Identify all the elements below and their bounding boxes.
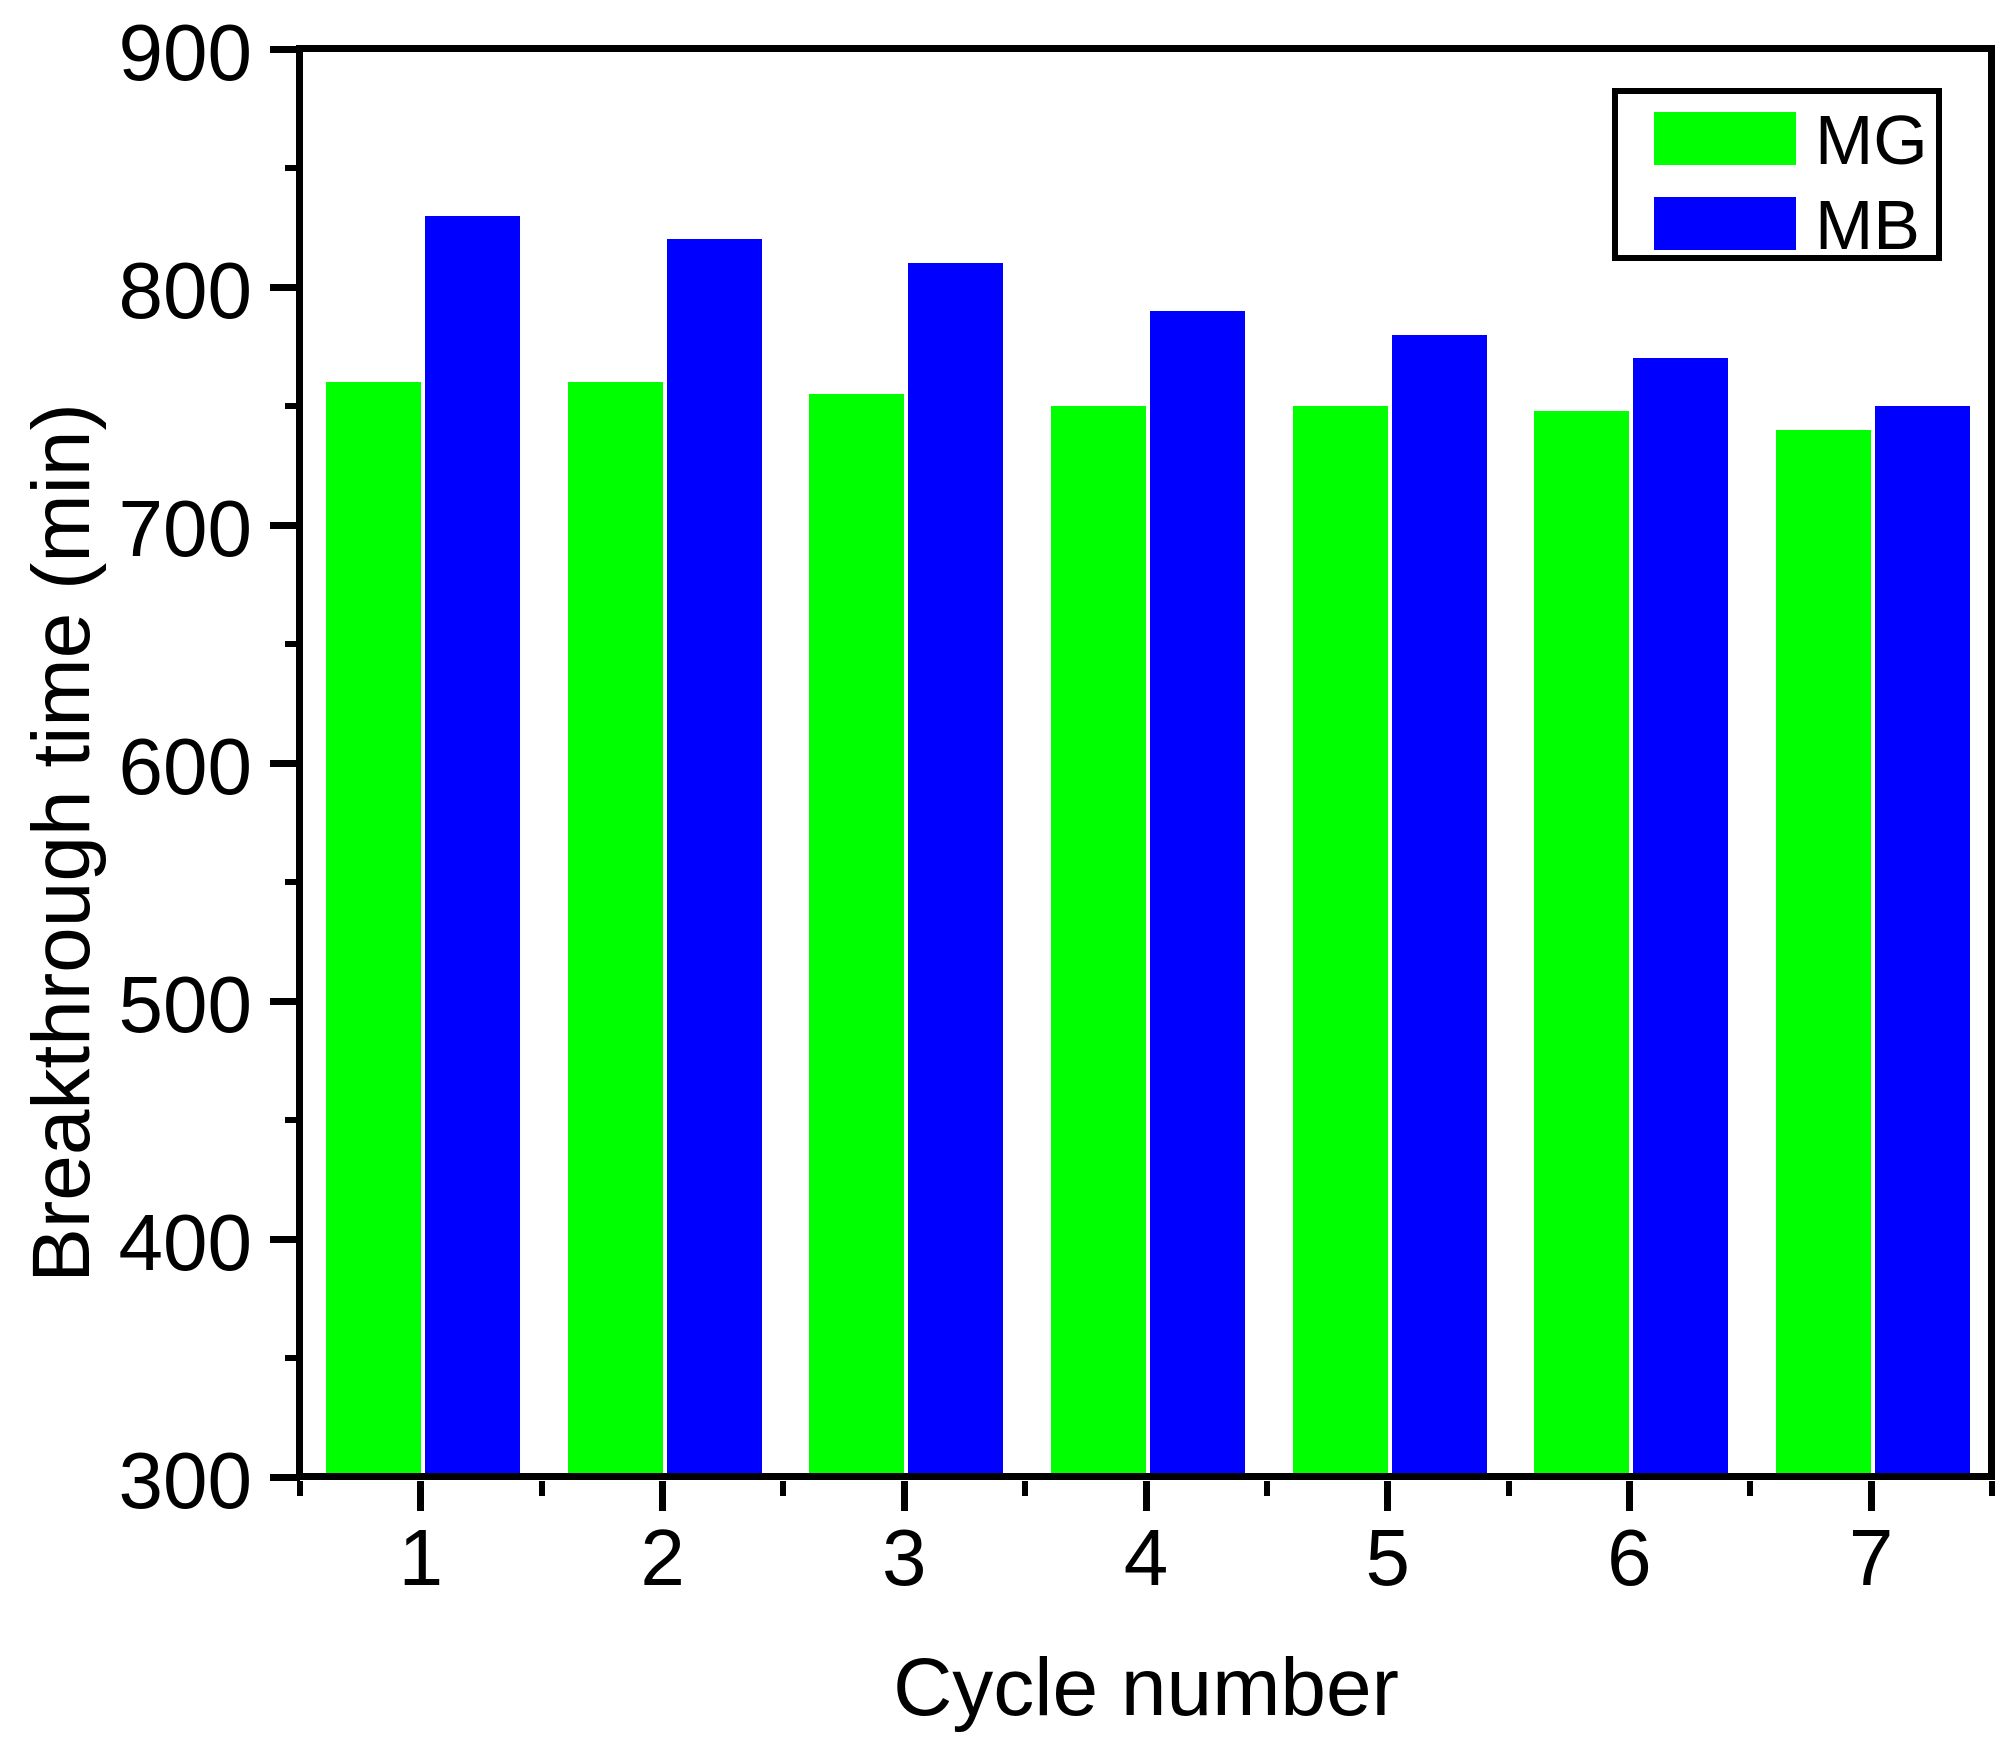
bar-mb-4: [1150, 310, 1245, 1480]
x-tick-label-3: 3: [882, 1513, 927, 1602]
legend-label-mg: MG: [1815, 101, 1928, 179]
y-minor-tick-450: [285, 1117, 300, 1123]
y-minor-tick-850: [285, 165, 300, 171]
bar-mg-2: [567, 382, 663, 1480]
y-major-tick-300: [270, 1473, 300, 1481]
y-major-tick-700: [270, 521, 300, 529]
bar-mg-7: [1776, 429, 1872, 1480]
y-tick-label-900: 900: [118, 8, 252, 97]
bar-mb-6: [1633, 358, 1729, 1480]
bar-mb-7: [1875, 406, 1971, 1480]
x-axis-title: Cycle number: [893, 1642, 1399, 1733]
bar-mg-1: [325, 382, 421, 1480]
x-major-tick-3: [900, 1481, 908, 1511]
legend-swatch-mb: [1654, 197, 1796, 250]
legend-swatch-mg: [1654, 112, 1796, 165]
x-minor-tick-1: [538, 1481, 545, 1496]
y-tick-label-400: 400: [118, 1198, 252, 1287]
x-major-tick-2: [659, 1481, 667, 1511]
y-minor-tick-550: [285, 879, 300, 885]
y-tick-label-600: 600: [118, 722, 252, 811]
bar-mg-6: [1534, 410, 1630, 1480]
y-major-tick-400: [270, 1235, 300, 1243]
y-minor-tick-650: [285, 641, 300, 647]
x-minor-tick-6: [1747, 1481, 1754, 1496]
x-minor-tick-5: [1505, 1481, 1512, 1496]
legend-label-mb: MB: [1815, 186, 1920, 264]
bar-mg-3: [809, 394, 905, 1480]
y-major-tick-900: [270, 45, 300, 53]
y-tick-label-300: 300: [118, 1436, 252, 1525]
x-major-tick-5: [1384, 1481, 1392, 1511]
x-tick-label-4: 4: [1123, 1513, 1169, 1602]
y-tick-label-500: 500: [118, 960, 252, 1049]
bar-mg-4: [1051, 406, 1146, 1480]
y-minor-tick-750: [285, 403, 300, 409]
y-tick-label-800: 800: [118, 246, 252, 335]
x-tick-label-2: 2: [640, 1513, 685, 1602]
bar-mb-1: [424, 215, 520, 1480]
x-minor-tick-7: [1989, 1481, 1995, 1496]
bar-mb-3: [908, 263, 1004, 1480]
y-axis-title: Breakthrough time (min): [16, 403, 107, 1283]
x-major-tick-1: [417, 1481, 425, 1511]
x-tick-label-7: 7: [1848, 1513, 1894, 1602]
bar-mb-2: [666, 239, 762, 1480]
legend: MG MB: [1612, 88, 1942, 261]
x-minor-tick-4: [1263, 1481, 1270, 1496]
y-major-tick-800: [270, 283, 300, 291]
x-tick-label-6: 6: [1607, 1513, 1652, 1602]
y-major-tick-600: [270, 759, 300, 767]
y-major-tick-500: [270, 997, 300, 1005]
x-major-tick-4: [1142, 1481, 1150, 1511]
y-minor-tick-350: [285, 1355, 300, 1361]
x-tick-label-5: 5: [1365, 1513, 1410, 1602]
x-minor-tick-2: [780, 1481, 787, 1496]
bar-mb-5: [1391, 334, 1487, 1480]
x-major-tick-7: [1867, 1481, 1875, 1511]
bar-mg-5: [1292, 406, 1388, 1480]
x-tick-label-1: 1: [398, 1513, 444, 1602]
y-tick-label-700: 700: [118, 484, 252, 573]
x-minor-tick-3: [1022, 1481, 1029, 1496]
x-minor-tick-0: [297, 1481, 303, 1496]
x-major-tick-6: [1625, 1481, 1633, 1511]
